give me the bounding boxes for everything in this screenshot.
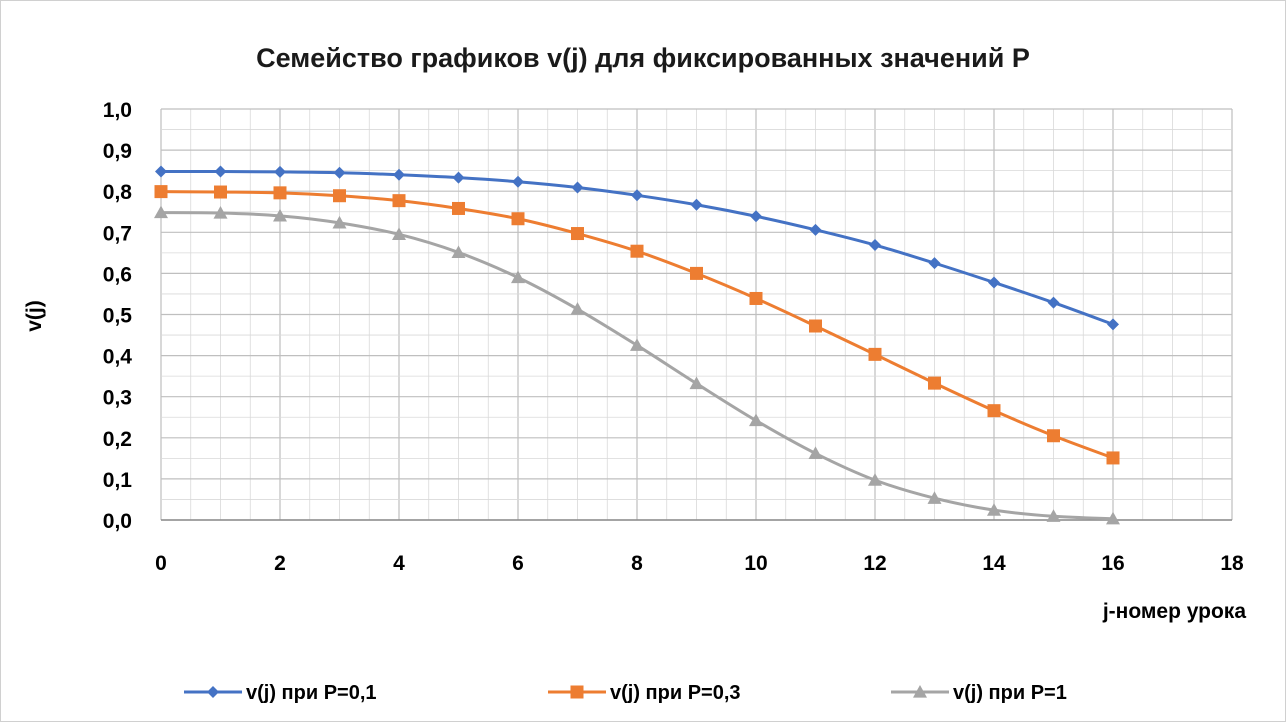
data-point <box>571 181 584 194</box>
grid <box>160 108 1233 521</box>
data-point <box>452 171 465 184</box>
data-point <box>512 175 524 188</box>
data-point <box>809 223 822 236</box>
data-point <box>987 404 1001 418</box>
data-point <box>690 266 703 280</box>
y-tick-label: 0,7 <box>103 222 132 245</box>
y-tick-label: 0,3 <box>103 387 132 410</box>
data-point <box>868 347 882 361</box>
data-point <box>630 244 644 258</box>
series-2 <box>154 185 1120 465</box>
data-point <box>511 270 525 284</box>
data-point <box>1106 511 1120 525</box>
data-point <box>869 239 881 252</box>
data-point <box>928 257 941 270</box>
x-tick-label: 16 <box>1101 552 1124 575</box>
y-axis-label: v(j) <box>23 300 46 332</box>
legend: v(j) при P=0,1 v(j) при P=0,3 v(j) при P=1 <box>184 682 1067 704</box>
data-point <box>392 194 406 208</box>
series-line <box>160 190 1114 460</box>
y-tick-label: 1,0 <box>103 99 132 122</box>
x-tick-label: 2 <box>274 552 286 575</box>
series-1 <box>155 165 1119 331</box>
data-point <box>749 291 763 305</box>
data-point <box>452 201 465 215</box>
data-point <box>690 198 703 211</box>
data-point <box>273 186 287 200</box>
legend-item-3: v(j) при P=1 <box>891 682 1067 704</box>
data-point <box>1046 509 1061 522</box>
data-point <box>214 185 227 199</box>
chart-title: Семейство графиков v(j) для фиксированны… <box>256 43 1030 73</box>
data-point <box>750 210 762 223</box>
data-point <box>333 189 346 203</box>
data-point <box>808 446 823 460</box>
data-point <box>1106 451 1120 465</box>
data-point <box>689 376 704 390</box>
y-tick-label: 0,9 <box>103 140 132 163</box>
data-point <box>868 473 882 486</box>
data-point <box>154 205 168 219</box>
x-axis-label: j-номер урока <box>1102 600 1247 623</box>
axes: 0 2 4 6 8 10 12 14 16 18 0,0 0,1 0,2 0,3 0,4 0,5 0,6 0,7 0… <box>103 99 1244 575</box>
data-point <box>392 227 406 240</box>
data-point <box>214 165 227 178</box>
data-point <box>630 338 644 351</box>
x-tick-label: 6 <box>512 552 524 575</box>
data-point <box>749 413 763 427</box>
data-point <box>274 165 286 178</box>
legend-label: v(j) при P=0,3 <box>610 682 741 704</box>
data-point <box>511 212 525 226</box>
data-point <box>631 189 643 202</box>
data-point <box>155 165 167 178</box>
legend-item-1: v(j) при P=0,1 <box>184 682 377 704</box>
x-tick-label: 0 <box>155 552 167 575</box>
series-group <box>154 165 1120 525</box>
y-tick-label: 0,4 <box>103 346 133 369</box>
x-tick-label: 4 <box>393 552 405 575</box>
y-tick-label: 0,2 <box>103 428 132 451</box>
data-point <box>1047 296 1060 309</box>
data-point <box>213 205 228 219</box>
data-point <box>451 245 466 259</box>
x-tick-label: 14 <box>982 552 1006 575</box>
x-tick-label: 18 <box>1220 552 1244 575</box>
y-tick-label: 0,6 <box>103 263 132 286</box>
data-point <box>393 168 405 181</box>
series-3 <box>154 205 1120 525</box>
data-point <box>571 227 584 241</box>
data-point <box>927 491 942 504</box>
legend-label: v(j) при P=1 <box>953 682 1067 704</box>
legend-label: v(j) при P=0,1 <box>246 682 377 704</box>
legend-marker <box>207 686 219 698</box>
x-tick-label: 8 <box>631 552 643 575</box>
x-tick-label: 10 <box>744 552 767 575</box>
data-point <box>273 208 287 222</box>
data-point <box>333 166 346 179</box>
data-point <box>154 185 168 199</box>
data-point <box>928 376 941 390</box>
y-tick-label: 0,5 <box>103 305 133 328</box>
legend-marker <box>913 685 927 698</box>
data-point <box>1047 429 1060 443</box>
data-point <box>809 319 822 333</box>
y-tick-label: 0,8 <box>103 181 133 204</box>
data-point <box>988 276 1000 289</box>
x-tick-label: 12 <box>863 552 886 575</box>
data-point <box>1107 318 1119 331</box>
y-tick-label: 0,1 <box>103 469 133 492</box>
data-point <box>570 302 585 315</box>
data-point <box>332 215 347 229</box>
y-tick-label: 0,0 <box>103 510 132 533</box>
legend-marker <box>570 685 584 699</box>
data-point <box>987 503 1001 516</box>
legend-item-2: v(j) при P=0,3 <box>548 682 741 704</box>
